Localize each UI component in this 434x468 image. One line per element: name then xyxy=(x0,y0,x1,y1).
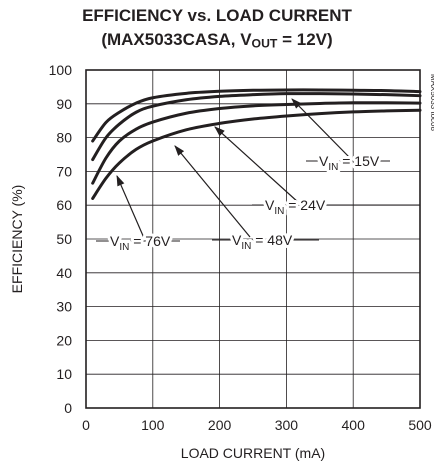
x-tick-label: 500 xyxy=(408,417,432,433)
leader-arrow xyxy=(214,126,300,204)
series-label-vin-76v: VIN = 76V xyxy=(110,233,171,253)
series-line-vin-76v xyxy=(91,108,422,200)
x-tick-label: 200 xyxy=(208,417,232,433)
x-tick-label: 300 xyxy=(275,417,299,433)
plot-frame xyxy=(85,69,421,409)
leader-arrow xyxy=(174,145,251,238)
y-tick-label: 10 xyxy=(56,366,72,382)
y-tick-label: 90 xyxy=(56,96,72,112)
y-tick-label: 70 xyxy=(56,163,72,179)
y-axis-label: EFFICIENCY (%) xyxy=(9,185,25,294)
chart-subtitle: (MAX5033CASA, VOUT = 12V) xyxy=(0,30,434,50)
tick-labels: 0 100 200 300 400 500 0 10 20 30 40 50 60 70 80 90 100 xyxy=(49,62,432,433)
y-tick-label: 80 xyxy=(56,130,72,146)
subtitle-subscript: OUT xyxy=(251,36,278,51)
y-tick-label: 100 xyxy=(49,62,73,78)
series-label-vin-48v: VIN = 48V xyxy=(232,232,293,252)
series-label-vin-15v: VIN = 15V xyxy=(319,153,380,173)
y-tick-label: 60 xyxy=(56,197,72,213)
chart-title: EFFICIENCY vs. LOAD CURRENT xyxy=(82,6,352,25)
series-label-vin-24v: VIN = 24V xyxy=(265,197,326,217)
subtitle-prefix: (MAX5033CASA, V xyxy=(101,30,252,49)
leader-arrow xyxy=(116,175,145,239)
x-tick-label: 400 xyxy=(342,417,366,433)
x-tick-label: 100 xyxy=(141,417,165,433)
y-tick-label: 50 xyxy=(56,231,72,247)
series-line-vin-15v xyxy=(91,88,422,143)
subtitle-suffix: = 12V) xyxy=(277,30,333,49)
figure-id: MAX5033 toc08 xyxy=(429,74,434,131)
y-tick-label: 30 xyxy=(56,299,72,315)
series-line-vin-48v xyxy=(91,101,422,185)
annotations: VIN = 15V VIN = 24V VIN = 48V VIN = 76V xyxy=(96,98,420,256)
y-tick-label: 20 xyxy=(56,332,72,348)
x-tick-label: 0 xyxy=(82,417,90,433)
leader-arrow xyxy=(291,98,352,160)
series-line-vin-24v xyxy=(91,92,422,162)
y-tick-label: 40 xyxy=(56,265,72,281)
y-tick-label: 0 xyxy=(64,400,72,416)
series-lines xyxy=(91,88,422,200)
x-axis-label: LOAD CURRENT (mA) xyxy=(181,445,325,461)
